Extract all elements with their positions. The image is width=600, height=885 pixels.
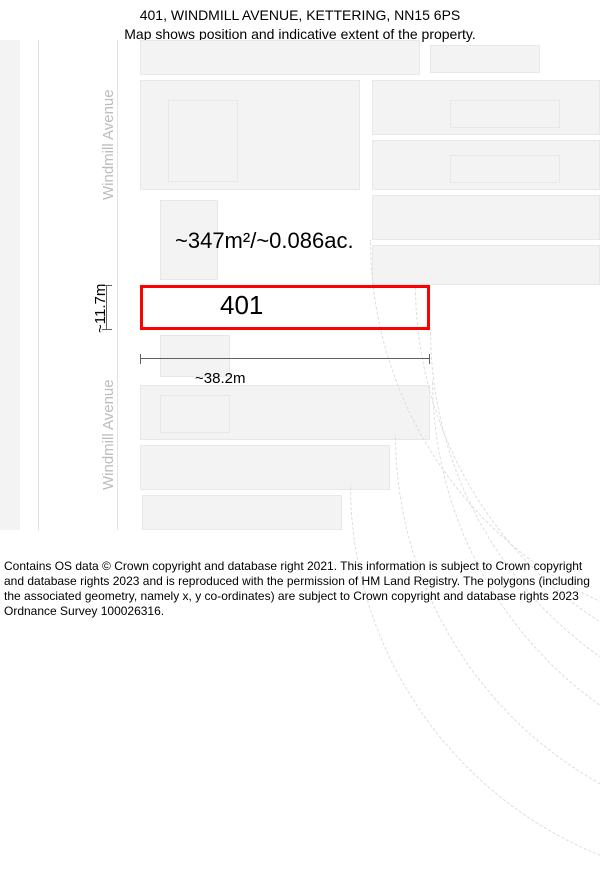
map-area: Windmill Avenue Windmill Avenue ~347m²/~0.… xyxy=(0,40,600,530)
map-left-strip xyxy=(0,40,20,530)
parcel-14 xyxy=(140,445,390,490)
parcel-9 xyxy=(372,195,600,240)
header-title: 401, WINDMILL AVENUE, KETTERING, NN15 6P… xyxy=(0,6,600,25)
parcel-0 xyxy=(140,40,420,75)
parcel-6 xyxy=(450,100,560,128)
measure-width-label: ~38.2m xyxy=(195,370,245,387)
property-number: 401 xyxy=(220,290,263,321)
property-highlight xyxy=(140,285,430,330)
parcel-7 xyxy=(450,155,560,183)
header: 401, WINDMILL AVENUE, KETTERING, NN15 6P… xyxy=(0,6,600,44)
street-label-top: Windmill Avenue xyxy=(100,89,117,200)
parcel-curve-5 xyxy=(350,485,600,885)
measure-height-label: ~11.7m xyxy=(92,284,109,333)
parcel-4 xyxy=(430,45,540,73)
parcel-5 xyxy=(168,100,238,182)
area-label: ~347m²/~0.086ac. xyxy=(175,228,354,254)
measure-width-line xyxy=(140,358,430,359)
parcel-13 xyxy=(160,395,230,433)
footer-copyright: Contains OS data © Crown copyright and d… xyxy=(4,559,596,619)
street-label-bottom: Windmill Avenue xyxy=(100,379,117,490)
parcel-15 xyxy=(142,495,342,530)
